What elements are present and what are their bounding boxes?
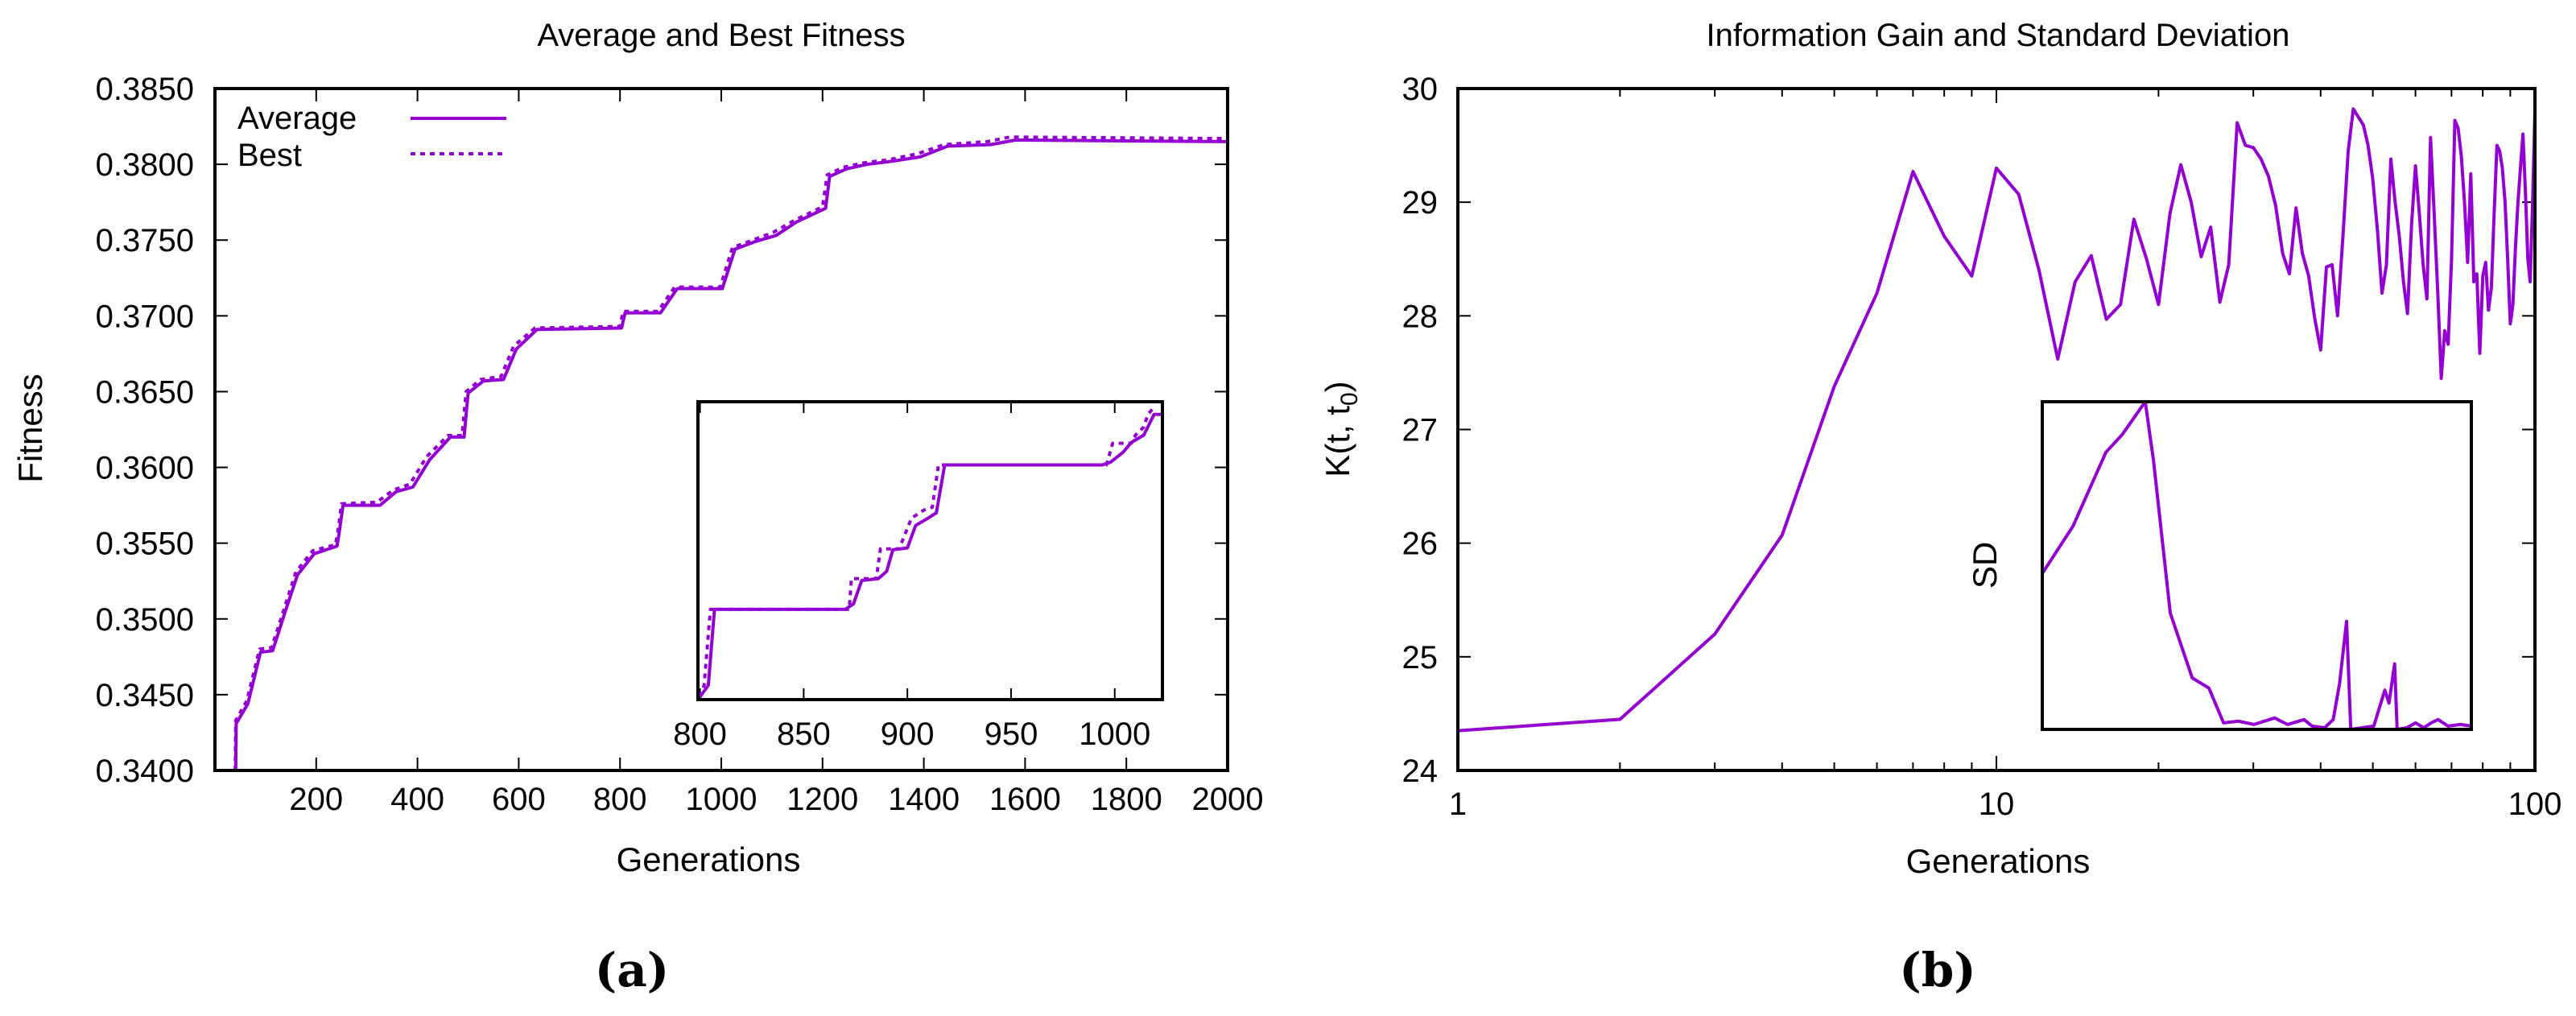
y-tick-label: 0.3600: [96, 451, 194, 486]
inset-x-tick-label: 1000: [1079, 717, 1150, 752]
chart-a-legend: Average Best: [237, 101, 506, 173]
inset-x-tick-label: 800: [673, 717, 727, 752]
inset-x-tick-label: 850: [777, 717, 831, 752]
y-tick-label: 0.3800: [96, 147, 194, 183]
inset-x-tick-label: 950: [985, 717, 1038, 752]
series-best-line: [233, 135, 1228, 771]
chart-b-inset-frame: [2041, 400, 2473, 731]
chart-a-title: Average and Best Fitness: [537, 18, 905, 53]
chart-b-inset-bg: [2042, 402, 2471, 729]
y-tick-label: 0.3450: [96, 678, 194, 713]
x-tick-label: 1400: [888, 782, 960, 817]
panel-label-b: (b): [1899, 943, 1975, 997]
chart-a-inset: 800 850 900 950 1000: [673, 402, 1162, 752]
legend-average-label: Average: [237, 101, 357, 136]
chart-a: Average and Best Fitness 200 400 600 800 100…: [11, 18, 1263, 997]
ylabel-subscript: 0: [1336, 392, 1363, 406]
chart-b: Information Gain and Standard Deviation …: [1319, 18, 2562, 997]
chart-b-ylabel: K(t, t0): [1319, 381, 1363, 477]
inset-background: [698, 402, 1162, 700]
inset-series-best-line: [698, 406, 1156, 698]
x-tick-label: 1800: [1091, 782, 1162, 817]
chart-a-inset-frame: [696, 400, 1164, 701]
inset-series-sd-line: [2041, 400, 2472, 731]
x-tick-label: 1600: [989, 782, 1061, 817]
y-tick-label: 24: [1402, 754, 1439, 789]
y-tick-label: 25: [1402, 640, 1439, 675]
inset-series-average-line: [698, 412, 1162, 698]
x-tick-label: 10: [1979, 787, 2015, 822]
x-tick-label: 1000: [686, 782, 758, 817]
x-tick-label: 2000: [1192, 782, 1264, 817]
chart-a-ticks: 200 400 600 800 1000 1200 1400 1600 1800 2000 0.34…: [96, 72, 1264, 817]
inset-x-tick-label: 900: [881, 717, 935, 752]
x-tick-label: 100: [2508, 787, 2562, 822]
chart-b-ticks: 1 10 100 24 25 26 27 28 29 30: [1402, 72, 2562, 822]
x-tick-label: 800: [593, 782, 647, 817]
chart-b-frame: [1456, 87, 2537, 772]
y-tick-label: 0.3850: [96, 72, 194, 107]
chart-b-title: Information Gain and Standard Deviation: [1707, 18, 2290, 53]
x-tick-label: 200: [289, 782, 343, 817]
y-tick-label: 0.3750: [96, 223, 194, 258]
chart-a-series: [233, 135, 1228, 771]
chart-b-inset-ylabel: SD: [1966, 542, 2004, 589]
y-tick-label: 26: [1402, 527, 1439, 562]
chart-a-frame: [213, 87, 1229, 772]
y-tick-label: 0.3700: [96, 299, 194, 334]
y-tick-label: 28: [1402, 299, 1439, 334]
x-tick-label: 1200: [786, 782, 858, 817]
ylabel-main: K(t, t: [1319, 406, 1356, 477]
x-tick-label: 1: [1449, 787, 1467, 822]
legend-best-label: Best: [237, 138, 302, 173]
y-tick-label: 0.3500: [96, 602, 194, 638]
y-tick-label: 30: [1402, 72, 1439, 107]
y-tick-label: 27: [1402, 413, 1439, 448]
y-tick-label: 0.3400: [96, 754, 194, 789]
chart-b-inset: [2041, 400, 2472, 731]
y-tick-label: 0.3550: [96, 527, 194, 562]
y-tick-label: 29: [1402, 185, 1439, 221]
ylabel-close: ): [1319, 381, 1356, 392]
series-average-line: [233, 138, 1228, 771]
chart-b-xlabel: Generations: [1906, 842, 2091, 880]
chart-a-ylabel: Fitness: [11, 374, 49, 482]
series-k-line: [1457, 107, 2537, 733]
y-tick-label: 0.3650: [96, 374, 194, 410]
x-tick-label: 400: [390, 782, 444, 817]
panel-label-a: (a): [595, 943, 669, 997]
chart-a-xlabel: Generations: [617, 840, 801, 878]
x-tick-label: 600: [492, 782, 546, 817]
chart-b-series: [1457, 107, 2537, 733]
